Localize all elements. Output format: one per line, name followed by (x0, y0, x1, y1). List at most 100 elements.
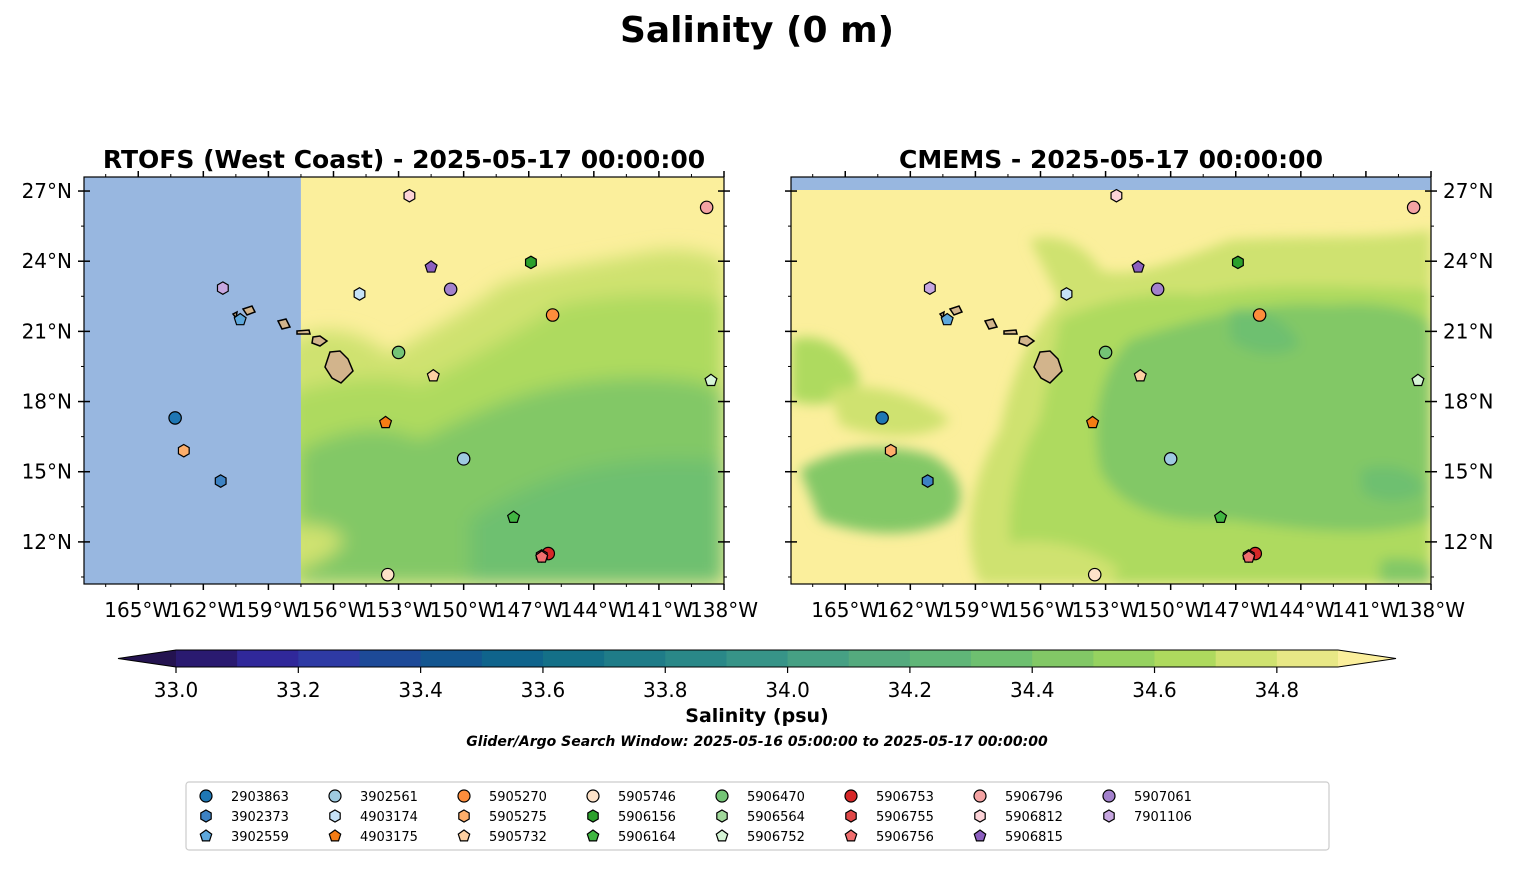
colorbar-tick-label: 33.8 (643, 678, 688, 702)
legend-label: 5906815 (1005, 830, 1063, 845)
cmems-xtick-label: 147°W (1202, 598, 1270, 622)
rtofs-ytick-label: 27°N (22, 179, 72, 203)
rtofs-float-5907061 (443, 282, 458, 297)
cmems-float-5906164 (1213, 510, 1228, 523)
rtofs-float-4903174 (353, 287, 366, 301)
colorbar-extend-low (118, 650, 176, 667)
cmems-float-5906752 (1411, 373, 1425, 387)
rtofs-float-5906156 (524, 255, 537, 270)
rtofs-float-5905275 (177, 443, 190, 458)
cmems-float-5907061 (1150, 282, 1165, 297)
cmems-contour-g (791, 337, 860, 404)
panel-cmems-field (791, 177, 1431, 584)
rtofs-xtick-label: 147°W (495, 598, 563, 622)
legend-marker-pentagon (586, 829, 600, 842)
cmems-float-5905270 (1252, 308, 1267, 322)
cmems-xtick-label: 138°W (1397, 598, 1465, 622)
rtofs-hawaii-big-island (324, 350, 354, 384)
panel-rtofs: RTOFS (West Coast) - 2025-05-17 00:00:00 (22, 145, 759, 622)
rtofs-float-4903175 (378, 415, 393, 429)
colorbar-tick-label: 34.4 (1010, 678, 1055, 702)
cmems-float-3902561 (1163, 452, 1178, 466)
colorbar-tick-label: 34.2 (888, 678, 933, 702)
colorbar-segment (359, 650, 422, 667)
rtofs-float-5905270 (545, 308, 560, 322)
legend-entry-5906815: 5906815 (973, 829, 1063, 845)
cmems-xtick-label: 165°W (811, 598, 879, 622)
cmems-float-5906815 (1131, 260, 1145, 273)
colorbar-label: Salinity (psu) (685, 705, 828, 727)
rtofs-float-2903863 (168, 411, 182, 425)
legend-entry-5905275: 5905275 (458, 809, 547, 825)
cmems-xtick-label: 153°W (1072, 598, 1140, 622)
rtofs-float-5906164 (506, 510, 521, 523)
legend-label: 5906753 (876, 790, 934, 805)
rtofs-salinity-contours (286, 249, 724, 584)
colorbar-segment (298, 650, 361, 667)
rtofs-xtick-label: 156°W (300, 598, 368, 622)
rtofs-xtick-label: 159°W (234, 598, 302, 622)
legend-label: 5906752 (747, 830, 805, 845)
cmems-xtick-label: 159°W (941, 598, 1009, 622)
rtofs-float-3902561 (456, 452, 471, 466)
cmems-markers (875, 188, 1425, 582)
cmems-kauai (948, 305, 964, 316)
cmems-xtick-label: 141°W (1332, 598, 1400, 622)
legend-label: 4903174 (360, 810, 418, 825)
colorbar-segment (971, 650, 1033, 667)
legend-marker-hexagon (200, 809, 212, 823)
cmems-ytick-label: 27°N (1443, 179, 1493, 203)
rtofs-maui (311, 335, 329, 347)
legend-label: 5906812 (1005, 810, 1063, 825)
rtofs-ytick-label: 15°N (22, 460, 72, 484)
legend-label: 5907061 (1134, 790, 1192, 805)
rtofs-float-5906756 (535, 550, 549, 563)
cmems-ytick-label: 18°N (1443, 390, 1493, 414)
legend-marker-circle (844, 789, 858, 803)
legend-entry-7901106: 7901106 (1103, 809, 1192, 825)
rtofs-xtick-label: 150°W (430, 598, 498, 622)
cmems-salinity-contours (791, 230, 1431, 584)
cmems-xtick-label: 156°W (1007, 598, 1075, 622)
cmems-float-3902373 (921, 474, 934, 488)
legend-label: 5905270 (489, 790, 547, 805)
rtofs-float-5906815 (424, 260, 438, 273)
rtofs-xtick-label: 153°W (365, 598, 433, 622)
legend-marker-pentagon (844, 829, 858, 842)
legend-marker-hexagon (845, 809, 857, 823)
rtofs-oahu (276, 318, 292, 330)
cmems-float-5906156 (1231, 255, 1244, 270)
legend-entry-5906564: 5906564 (716, 809, 805, 825)
legend-entry-2903863: 2903863 (199, 789, 289, 805)
cmems-float-2903863 (875, 411, 889, 425)
panel-rtofs-xticks: 165°W162°W159°W156°W153°W150°W147°W144°W… (104, 171, 758, 622)
cmems-contour-h (830, 386, 950, 436)
rtofs-ytick-label: 21°N (22, 319, 72, 343)
legend-label: 5905275 (489, 810, 547, 825)
rtofs-float-5906470 (391, 345, 406, 360)
colorbar-segment (1215, 650, 1278, 667)
legend-marker-hexagon (329, 809, 341, 823)
colorbar-segment (1093, 650, 1156, 667)
cmems-contour-c (1096, 303, 1431, 532)
rtofs-float-7901106 (216, 281, 229, 296)
rtofs-land (231, 305, 354, 384)
legend-marker-pentagon (328, 829, 342, 842)
cmems-ytick-label: 15°N (1443, 460, 1493, 484)
colorbar-segment (420, 650, 483, 667)
cmems-molokai (1003, 329, 1018, 335)
panel-cmems-title: CMEMS - 2025-05-17 00:00:00 (899, 145, 1323, 174)
panel-cmems-yticks: 27°N 24°N 21°N 18°N 15°N 12°N (785, 179, 1493, 578)
panel-cmems-frame (790, 176, 1432, 585)
cmems-no-data-band (791, 177, 1431, 190)
colorbar-segment (848, 650, 911, 667)
cmems-ytick-label: 12°N (1443, 530, 1493, 554)
search-window-note: Glider/Argo Search Window: 2025-05-16 05… (466, 734, 1048, 750)
legend-entry-3902373: 3902373 (200, 809, 289, 825)
cmems-xtick-label: 150°W (1137, 598, 1205, 622)
panel-rtofs-title: RTOFS (West Coast) - 2025-05-17 00:00:00 (103, 145, 705, 174)
figure-title: Salinity (0 m) (620, 10, 894, 51)
rtofs-float-5906796 (699, 200, 714, 215)
legend-entry-4903175: 4903175 (328, 829, 418, 845)
